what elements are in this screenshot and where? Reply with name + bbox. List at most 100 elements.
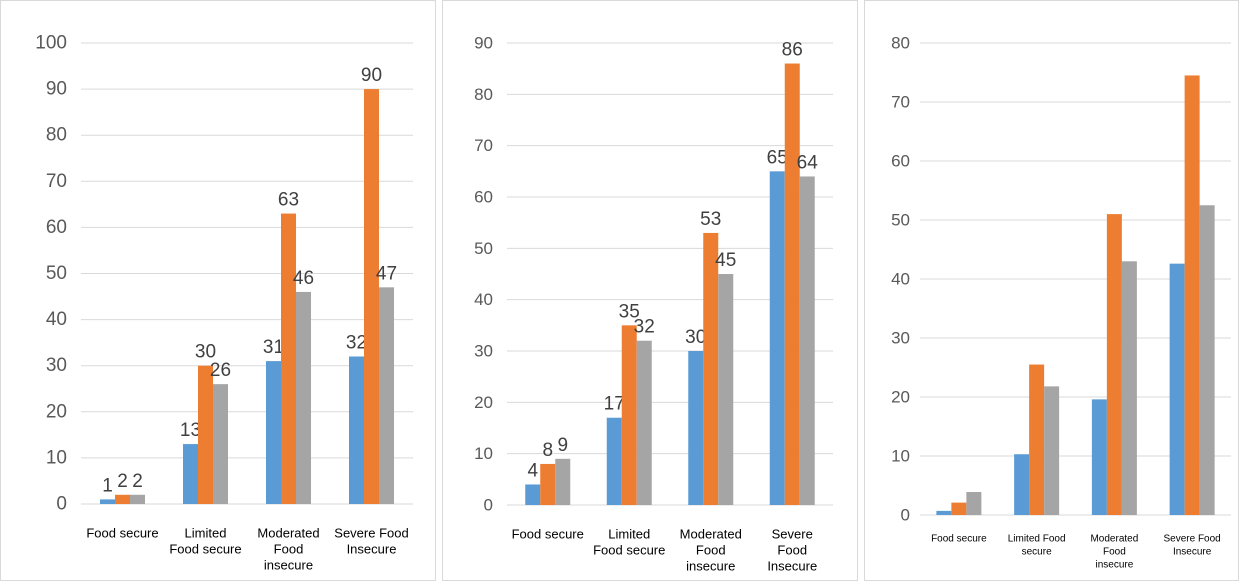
x-tick-label: Limited (185, 526, 227, 541)
x-tick-label: Food (1103, 546, 1126, 557)
data-label: 45 (715, 250, 736, 271)
chart-panel-2: 0 10 20 30 40 50 60 70 80 90 4 8 9 Food secure 17 35 32 L… (442, 0, 858, 581)
x-tick-label: Moderated (680, 527, 742, 542)
y-tick-label: 100 (35, 33, 67, 54)
x-tick-label: Limited Food (1008, 533, 1066, 544)
y-tick-label: 90 (474, 34, 493, 53)
x-tick-label: Food (274, 542, 304, 557)
bar-series-1 (1014, 454, 1030, 515)
data-label: 26 (210, 360, 231, 381)
bar-series-2 (621, 325, 637, 505)
x-tick-label: Insecure (767, 559, 817, 574)
x-tick-label: insecure (686, 559, 735, 574)
bar-series-3 (799, 176, 815, 505)
y-tick-label: 30 (46, 355, 67, 376)
y-tick-label: 50 (474, 239, 493, 258)
bar-series-2 (1029, 364, 1045, 515)
data-label: 2 (117, 471, 128, 492)
bar-series-3 (1199, 205, 1215, 515)
bar-series-1 (606, 417, 622, 505)
chart-1-svg: 0 10 20 30 40 50 60 70 80 90 100 1 2 2 Food secure 13 30… (35, 33, 413, 573)
x-tick-label: insecure (264, 558, 313, 573)
y-tick-label: 0 (901, 506, 910, 525)
x-tick-label: Food secure (512, 527, 584, 542)
chart-panel-3: 0 10 20 30 40 50 60 70 80 Food secure Limited Food… (864, 0, 1239, 581)
bar-series-1 (349, 356, 364, 504)
x-tick-label: Severe Food (1163, 533, 1220, 544)
x-tick-label: Food (696, 543, 726, 558)
data-label: 1 (102, 475, 113, 496)
bar-series-2 (540, 463, 556, 505)
bar-series-3 (213, 384, 228, 504)
chart-3-svg: 0 10 20 30 40 50 60 70 80 Food secure Limited Food… (891, 34, 1231, 570)
y-tick-label: 60 (474, 188, 493, 207)
data-label: 47 (376, 263, 397, 284)
bar-series-3 (296, 291, 311, 504)
y-tick-label: 80 (474, 85, 493, 104)
y-tick-label: 20 (474, 393, 493, 412)
bar-series-3 (966, 491, 982, 515)
bar-series-1 (100, 499, 115, 504)
bar-series-2 (1184, 75, 1200, 515)
y-tick-label: 30 (474, 342, 493, 361)
bar-series-1 (769, 171, 785, 506)
y-tick-label: 40 (474, 290, 493, 309)
bar-series-3 (636, 340, 652, 505)
y-tick-label: 40 (891, 270, 910, 289)
data-label: 32 (346, 332, 367, 353)
bar-series-2 (115, 494, 130, 504)
x-tick-label: Limited (608, 527, 650, 542)
x-tick-label: Severe (772, 527, 813, 542)
y-tick-label: 10 (891, 447, 910, 466)
bar-series-2 (951, 502, 967, 515)
bar-series-1 (1169, 263, 1185, 515)
y-tick-label: 60 (891, 152, 910, 171)
bar-series-3 (379, 287, 394, 504)
bar-series-3 (1121, 261, 1137, 515)
bar-series-1 (688, 351, 704, 505)
y-tick-label: 90 (46, 79, 67, 100)
data-label: 86 (782, 40, 803, 61)
x-tick-label: Food secure (593, 543, 665, 558)
x-tick-label: Food (777, 543, 807, 558)
bar-series-3 (130, 494, 145, 504)
data-label: 35 (619, 301, 640, 322)
y-tick-label: 60 (46, 217, 67, 238)
chart-panel-1: 0 10 20 30 40 50 60 70 80 90 100 1 2 2 Food secure 13 30… (0, 0, 436, 581)
data-label: 30 (195, 342, 216, 363)
bar-series-1 (525, 484, 541, 505)
y-tick-label: 70 (474, 136, 493, 155)
y-tick-label: 0 (56, 494, 67, 515)
bar-series-3 (1044, 386, 1060, 515)
data-label: 13 (180, 420, 201, 441)
x-tick-label: Food secure (169, 542, 241, 557)
bar-series-3 (718, 274, 734, 505)
x-tick-label: Insecure (1173, 546, 1212, 557)
x-tick-label: Food secure (931, 533, 987, 544)
y-tick-label: 10 (46, 447, 67, 468)
y-tick-label: 40 (46, 309, 67, 330)
y-tick-label: 20 (891, 388, 910, 407)
x-tick-label: secure (1022, 546, 1052, 557)
data-label: 64 (797, 152, 819, 173)
bar-series-2 (198, 365, 213, 504)
x-tick-label: Moderated (1090, 533, 1138, 544)
y-tick-label: 50 (891, 211, 910, 230)
bar-series-2 (703, 232, 719, 505)
data-label: 46 (293, 268, 314, 289)
data-label: 4 (527, 460, 538, 481)
x-tick-label: Severe Food (334, 526, 408, 541)
bar-series-1 (936, 510, 952, 515)
bar-series-2 (784, 63, 800, 506)
y-tick-label: 70 (46, 171, 67, 192)
data-label: 53 (700, 209, 721, 230)
x-tick-label: Food secure (86, 526, 158, 541)
y-tick-label: 80 (46, 125, 67, 146)
data-label: 63 (278, 190, 299, 211)
data-label: 2 (132, 471, 143, 492)
data-label: 17 (604, 394, 625, 415)
data-label: 30 (685, 327, 706, 348)
y-tick-label: 20 (46, 401, 67, 422)
bar-series-2 (364, 89, 379, 504)
bar-series-3 (555, 458, 571, 505)
